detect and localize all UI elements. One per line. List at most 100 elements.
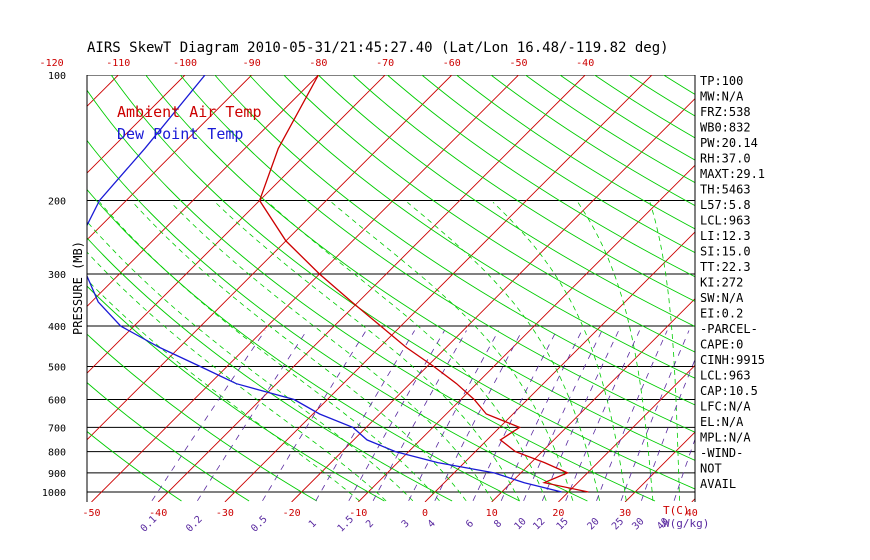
mixing-ratio-tick-label: 12	[531, 516, 547, 532]
isotherm-line	[0, 75, 52, 502]
isotherm-line	[491, 298, 695, 502]
bottom-temp-tick-label: 20	[552, 508, 564, 519]
moist-adiabat-line	[132, 202, 467, 502]
moist-adiabat-line	[267, 202, 547, 501]
dry-adiabat-line	[87, 382, 250, 502]
moist-adiabat-line	[87, 279, 360, 502]
legend-air-temp: Ambient Air Temp	[117, 103, 262, 121]
pressure-tick-label: 400	[48, 322, 66, 333]
pressure-tick-label: 200	[48, 197, 66, 208]
dry-adiabat-line	[387, 75, 695, 278]
pressure-tick-label: 700	[48, 423, 66, 434]
isotherm-lines	[0, 75, 870, 502]
mixing-ratio-tick-label: 30	[630, 516, 646, 532]
bottom-temp-tick-label: 0	[422, 508, 428, 519]
isotherm-line	[291, 97, 695, 502]
dry-adiabat-line	[87, 139, 588, 502]
stats-item: -PARCEL-	[700, 322, 758, 336]
dry-adiabat-line	[490, 75, 695, 207]
isotherm-line	[224, 75, 653, 502]
stats-item: EL:N/A	[700, 415, 744, 429]
chart-title: AIRS SkewT Diagram 2010-05-31/21:45:27.4…	[87, 40, 669, 56]
stats-item: CINH:9915	[700, 353, 765, 367]
stats-item: NOT	[700, 462, 722, 476]
mixing-ratio-tick-label: 4	[426, 518, 438, 530]
mixing-ratio-line	[596, 330, 668, 501]
legend: Ambient Air Temp Dew Point Temp	[117, 103, 262, 143]
pressure-tick-labels: 100 200 300 400 500 600 700 800 900 1000	[42, 71, 66, 499]
top-temp-tick-label: -60	[443, 58, 461, 69]
dry-adiabat-line	[248, 75, 695, 379]
bottom-temp-tick-label: -30	[216, 508, 234, 519]
mixing-ratio-tick-label: 8	[492, 518, 504, 530]
stats-item: WB0:832	[700, 121, 751, 135]
stats-item: PW:20.14	[700, 136, 758, 150]
mixing-ratio-tick-label: 1	[307, 518, 319, 530]
isotherm-line	[157, 75, 586, 502]
mixing-ratio-tick-label: 0.5	[249, 514, 270, 535]
stats-item: TH:5463	[700, 183, 751, 197]
moist-adiabat-line	[492, 202, 627, 501]
stats-item: LCL:963	[700, 214, 751, 228]
isotherm-line	[759, 75, 870, 502]
moist-adiabat-line	[99, 202, 440, 502]
stats-item: MW:N/A	[700, 90, 744, 104]
isotherm-line	[87, 75, 319, 308]
pressure-tick-label: 100	[48, 71, 66, 82]
top-temp-tick-label: -110	[106, 58, 130, 69]
sounding-series	[87, 75, 589, 493]
stats-item: LI:12.3	[700, 229, 751, 243]
stats-item: LCL:963	[700, 369, 751, 383]
top-temp-tick-label: -40	[576, 58, 594, 69]
isotherm-line	[558, 364, 695, 502]
dry-adiabat-line	[87, 333, 318, 502]
stats-item: RH:37.0	[700, 152, 751, 166]
dry-adiabat-line	[87, 285, 385, 502]
mixing-ratio-line	[500, 330, 583, 501]
stats-item: -WIND-	[700, 446, 743, 460]
stats-item: FRZ:538	[700, 105, 751, 119]
dry-adiabat-line	[214, 75, 695, 406]
stats-item: LFC:N/A	[700, 400, 751, 414]
mixing-ratio-lines	[151, 330, 695, 502]
top-temp-tick-label: -90	[243, 58, 261, 69]
mixing-ratio-line	[315, 330, 415, 501]
dry-adiabat-lines	[87, 75, 695, 502]
isotherm-line	[424, 231, 695, 502]
moist-adiabat-line	[87, 221, 414, 502]
isotherm-line	[87, 75, 186, 174]
pressure-tick-label: 600	[48, 395, 66, 406]
top-temp-tick-label: -100	[173, 58, 197, 69]
stats-item: SW:N/A	[700, 291, 744, 305]
dry-adiabat-line	[87, 89, 656, 502]
dry-adiabat-line	[421, 75, 695, 254]
mixing-ratio-line	[641, 358, 695, 501]
isotherm-line	[87, 75, 253, 241]
stats-item: CAPE:0	[700, 338, 743, 352]
stats-item: SI:15.0	[700, 245, 751, 259]
legend-dew-point: Dew Point Temp	[117, 125, 243, 143]
temperature-unit-label: T(C)	[663, 504, 690, 517]
bottom-temp-tick-label: -20	[283, 508, 301, 519]
bottom-temp-tick-label: -10	[349, 508, 367, 519]
top-temperature-labels: -120 -110 -100 -90 -80 -70 -60 -50 -40	[40, 58, 595, 69]
stats-item: TT:22.3	[700, 260, 751, 274]
moist-adiabat-line	[87, 251, 387, 502]
dry-adiabat-line	[525, 75, 695, 184]
dry-adiabat-line	[87, 188, 520, 502]
top-temp-tick-label: -50	[509, 58, 527, 69]
stats-item: MPL:N/A	[700, 431, 751, 445]
bottom-temp-tick-label: -50	[82, 508, 100, 519]
mixing-ratio-line	[197, 330, 308, 502]
isotherm-line	[825, 75, 870, 502]
stats-item: MAXT:29.1	[700, 167, 765, 181]
pressure-tick-label: 900	[48, 469, 66, 480]
moist-adiabat-lines	[87, 201, 680, 502]
mixing-ratio-line	[541, 330, 620, 501]
dry-adiabat-line	[179, 75, 695, 433]
stats-item: AVAIL	[700, 477, 736, 491]
pressure-tick-label: 800	[48, 448, 66, 459]
mixing-ratio-line	[472, 330, 557, 501]
bottom-temp-tick-label: 30	[619, 508, 631, 519]
